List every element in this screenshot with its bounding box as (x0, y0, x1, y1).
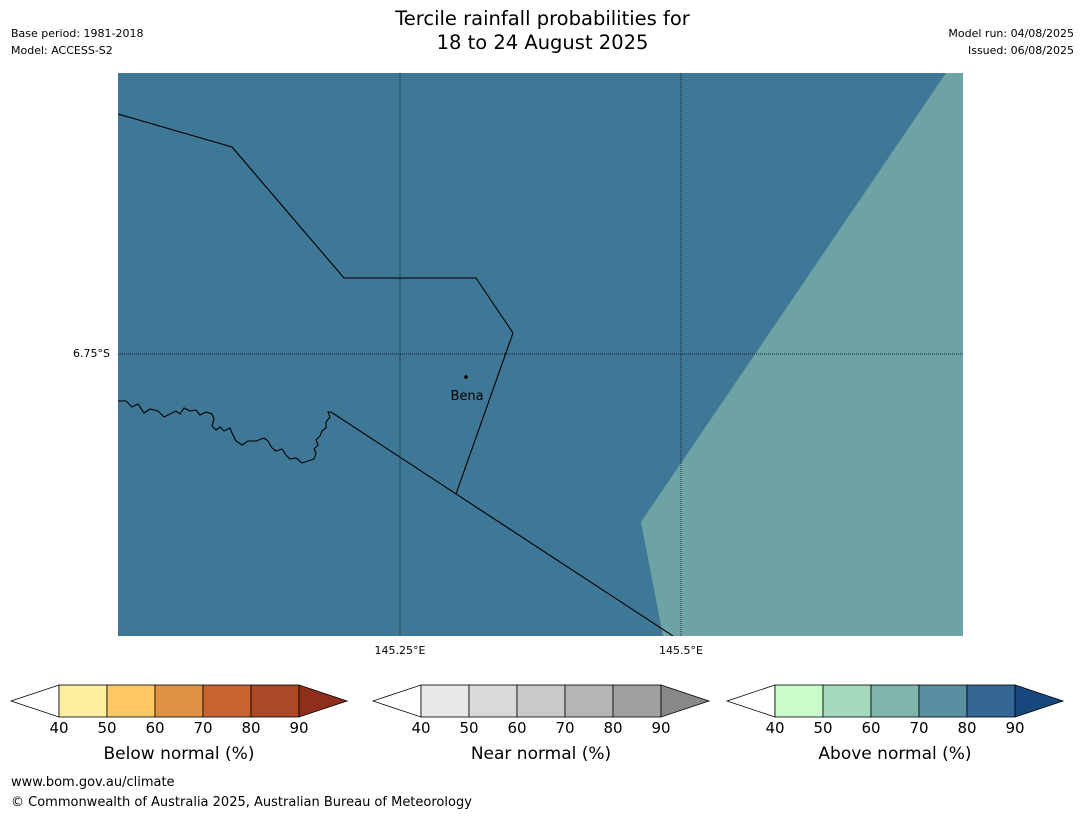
colorbar-below-normal-segment (250, 684, 300, 718)
latitude-label: 6.75°S (73, 347, 110, 360)
colorbar-near-normal: 40 50 60 70 80 90 Near normal (%) (368, 680, 714, 764)
colorbar-below-normal-swatches (9, 684, 349, 718)
colorbar-above-normal-extend-low (725, 684, 776, 718)
colorbar-near-normal-tick-label: 50 (459, 719, 478, 737)
colorbar-above-normal-segment (870, 684, 920, 718)
colorbar-below-normal-tick-label: 90 (289, 719, 308, 737)
colorbar-below-normal-graphic: 40 50 60 70 80 90 (9, 684, 349, 737)
colorbar-below-normal-tick-label: 70 (193, 719, 212, 737)
colorbar-below-normal-tick-label: 40 (49, 719, 68, 737)
colorbar-below-normal-segment (58, 684, 108, 718)
town-label-bena: Bena (450, 389, 483, 404)
colorbar-near-normal-segment (516, 684, 566, 718)
colorbar-near-normal-title: Near normal (%) (470, 744, 612, 764)
colorbar-above-normal-segment (774, 684, 824, 718)
colorbar-above-normal-ticks: 40 50 60 70 80 90 (765, 719, 1024, 737)
colorbar-near-normal-extend-high (660, 684, 711, 718)
title-line-1: Tercile rainfall probabilities for (395, 7, 690, 30)
map-region-above-60-70 (641, 73, 963, 636)
colorbar-near-normal-graphic: 40 50 60 70 80 90 (371, 684, 711, 737)
colorbar-above-normal-tick-label: 90 (1005, 719, 1024, 737)
colorbar-below-normal-tick-label: 60 (145, 719, 164, 737)
district-border (118, 400, 331, 464)
colorbar-above-normal-extend-high (1014, 684, 1065, 718)
colorbar-near-normal-segment (564, 684, 614, 718)
issue-info: Model run: 04/08/2025 Issued: 06/08/2025 (948, 25, 1074, 59)
map-panel[interactable]: Bena (118, 73, 963, 636)
colorbar-above-normal-graphic: 40 50 60 70 80 90 (725, 684, 1065, 737)
colorbar-above-normal: 40 50 60 70 80 90 Above normal (%) (722, 680, 1068, 764)
footer-url: www.bom.gov.au/climate (11, 775, 175, 790)
colorbar-near-normal-swatches (371, 684, 711, 718)
colorbar-below-normal-segment (106, 684, 156, 718)
colorbar-above-normal-segment (822, 684, 872, 718)
colorbar-below-normal-title: Below normal (%) (103, 744, 255, 764)
colorbar-near-normal-tick-label: 90 (651, 719, 670, 737)
longitude-label-145-5: 145.5°E (659, 644, 703, 657)
model-run-text: Model run: 04/08/2025 (948, 27, 1074, 40)
longitude-label-145-25: 145.25°E (374, 644, 426, 657)
model-info: Base period: 1981-2018 Model: ACCESS-S2 (11, 25, 143, 59)
colorbar-below-normal-tick-label: 80 (241, 719, 260, 737)
colorbar-near-normal-extend-low (371, 684, 422, 718)
colorbar-above-normal-tick-label: 60 (861, 719, 880, 737)
colorbar-near-normal-tick-label: 40 (411, 719, 430, 737)
colorbar-near-normal-tick-label: 60 (507, 719, 526, 737)
colorbar-below-normal-extend-low (9, 684, 60, 718)
colorbar-below-normal-segment (202, 684, 252, 718)
colorbar-below-normal: 40 50 60 70 80 90 Below normal (%) (6, 680, 352, 764)
issued-text: Issued: 06/08/2025 (967, 44, 1074, 57)
colorbar-below-normal-tick-label: 50 (97, 719, 116, 737)
colorbar-near-normal-segment (420, 684, 470, 718)
colorbar-above-normal-swatches (725, 684, 1065, 718)
model-text: Model: ACCESS-S2 (11, 44, 113, 57)
colorbar-near-normal-segment (612, 684, 662, 718)
map-canvas[interactable]: Bena (118, 73, 963, 636)
colorbar-below-normal-segment (154, 684, 204, 718)
colorbar-above-normal-segment (966, 684, 1016, 718)
base-period-text: Base period: 1981-2018 (11, 27, 144, 40)
colorbar-above-normal-tick-label: 80 (957, 719, 976, 737)
colorbar-above-normal-title: Above normal (%) (818, 744, 972, 764)
colorbar-near-normal-segment (468, 684, 518, 718)
colorbar-near-normal-ticks: 40 50 60 70 80 90 (411, 719, 670, 737)
chart-title: Tercile rainfall probabilities for 18 to… (0, 7, 1085, 55)
colorbar-above-normal-segment (918, 684, 968, 718)
province-border (118, 113, 514, 495)
colorbar-above-normal-tick-label: 40 (765, 719, 784, 737)
town-marker (464, 375, 468, 379)
colorbar-below-normal-extend-high (298, 684, 349, 718)
colorbar-above-normal-tick-label: 70 (909, 719, 928, 737)
colorbar-near-normal-tick-label: 70 (555, 719, 574, 737)
colorbar-above-normal-tick-label: 50 (813, 719, 832, 737)
footer-copyright: © Commonwealth of Australia 2025, Austra… (11, 795, 472, 810)
province-border-south (330, 411, 674, 636)
colorbar-near-normal-tick-label: 80 (603, 719, 622, 737)
title-line-2: 18 to 24 August 2025 (436, 31, 649, 54)
colorbar-below-normal-ticks: 40 50 60 70 80 90 (49, 719, 308, 737)
